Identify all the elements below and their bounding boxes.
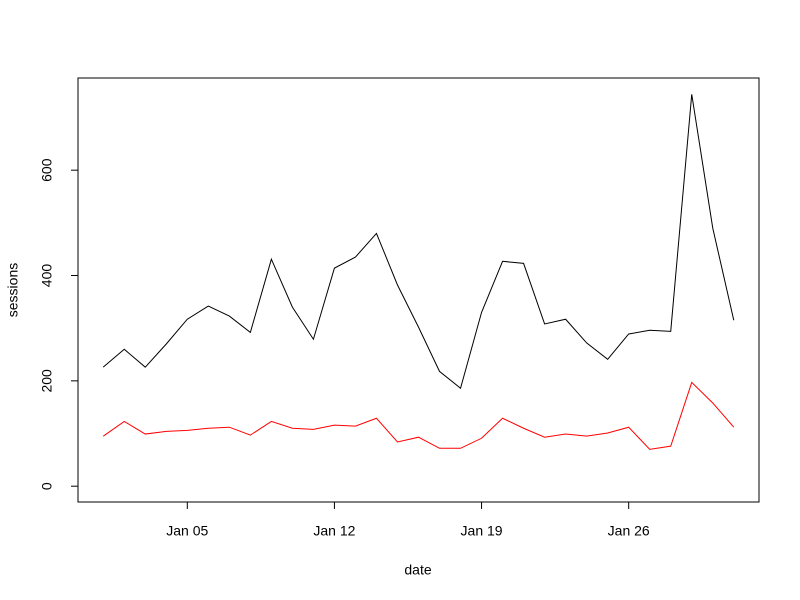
y-axis-label: sessions (5, 263, 21, 317)
x-tick-label: Jan 05 (166, 523, 208, 539)
y-tick-label: 600 (39, 158, 55, 182)
y-tick-label: 200 (39, 369, 55, 393)
plot-frame (77, 77, 760, 503)
x-tick-label: Jan 26 (608, 523, 650, 539)
x-axis-label: date (404, 562, 431, 578)
y-tick-label: 400 (39, 264, 55, 288)
x-tick-label: Jan 12 (313, 523, 355, 539)
series-line (102, 94, 735, 390)
x-tick-label: Jan 19 (461, 523, 503, 539)
y-tick-label: 0 (39, 482, 55, 490)
series-line (102, 381, 735, 450)
